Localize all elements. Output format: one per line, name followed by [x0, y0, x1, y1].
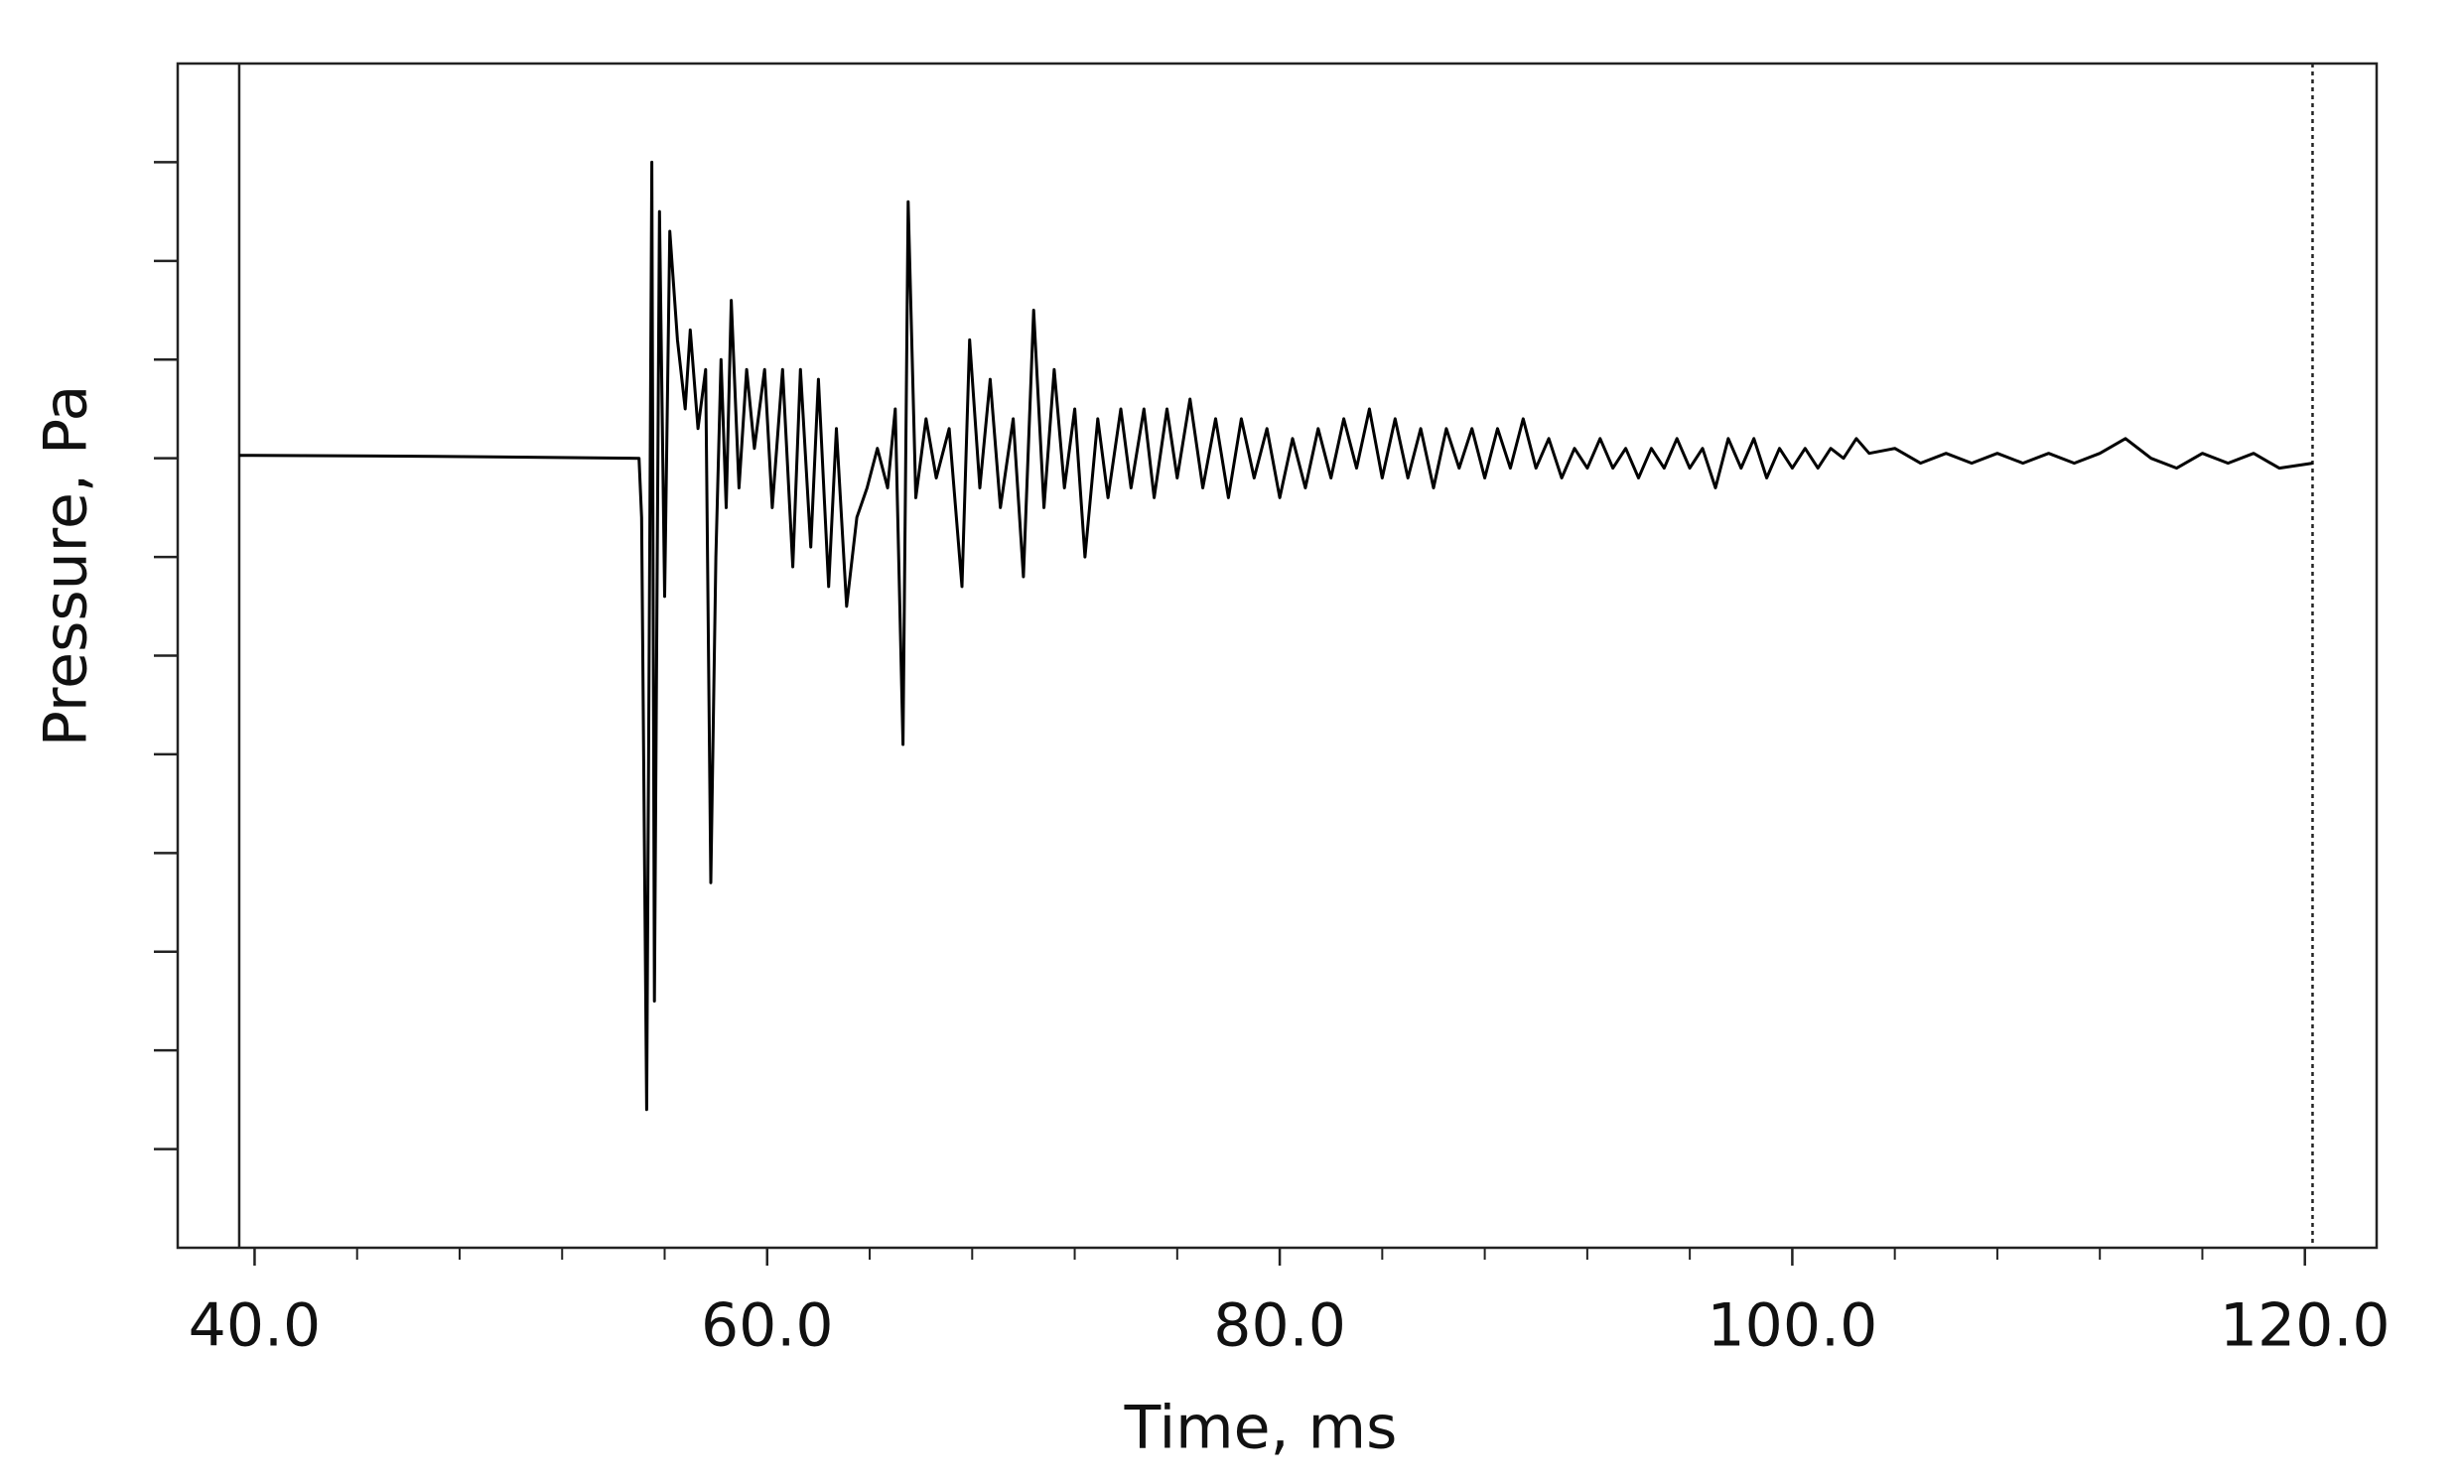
- plot-frame: [176, 62, 2379, 1250]
- pressure-line: [238, 160, 2313, 1112]
- x-tick-label: 120.0: [2220, 1291, 2391, 1361]
- x-axis-title: Time, ms: [1124, 1394, 1398, 1463]
- y-axis-title: Pressure, Pa: [32, 385, 101, 747]
- x-tick-label: 100.0: [1708, 1291, 1878, 1361]
- x-tick-label: 60.0: [701, 1291, 834, 1361]
- x-tick-label: 80.0: [1213, 1291, 1346, 1361]
- x-tick-label: 40.0: [189, 1291, 322, 1361]
